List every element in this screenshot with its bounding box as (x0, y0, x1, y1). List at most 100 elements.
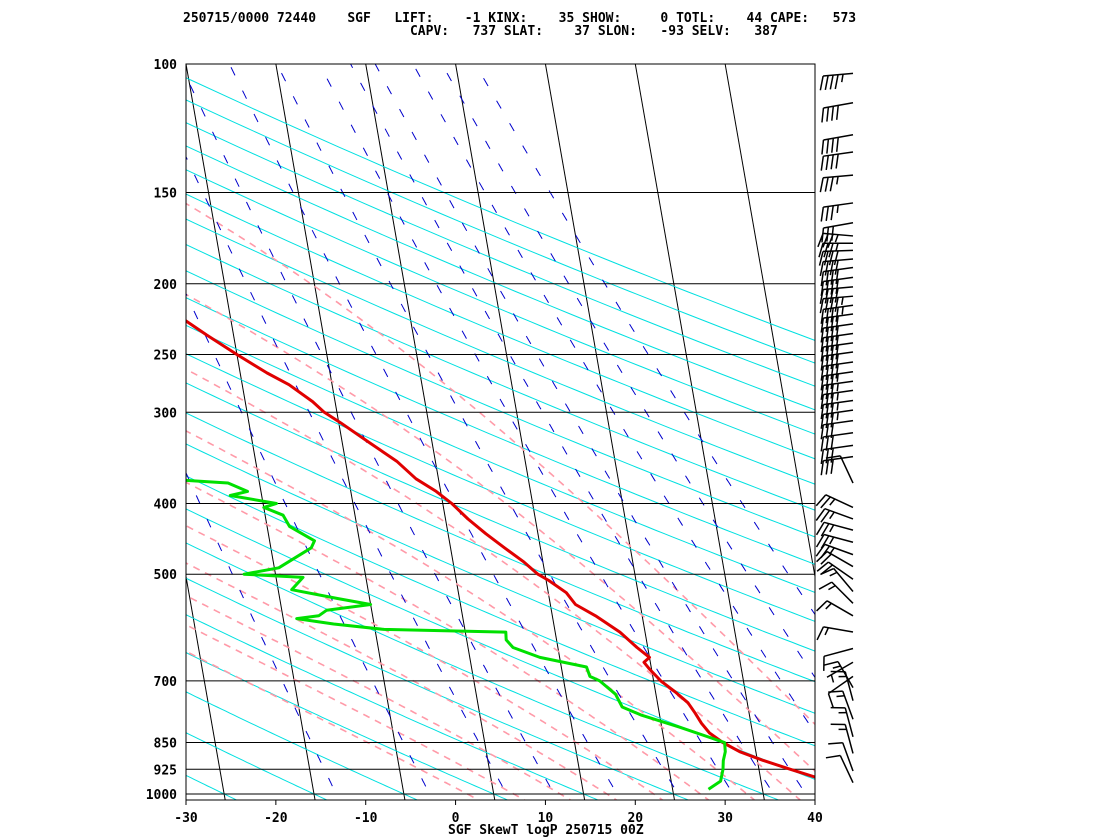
wind-barb (815, 508, 854, 523)
dry-adiabat-line (186, 614, 600, 800)
wind-barb-half-flag (835, 176, 839, 185)
pressure-tick-label: 300 (154, 406, 178, 421)
wind-barb-flag (816, 561, 829, 572)
wind-barb-flag (835, 307, 839, 322)
pressure-tick-label: 250 (154, 348, 178, 363)
wind-barb-flag (825, 346, 829, 361)
wind-barb (815, 494, 854, 509)
wind-barb (815, 533, 854, 549)
wind-barb (819, 258, 854, 277)
wind-barb (820, 409, 854, 429)
dry-adiabat-line (186, 382, 815, 652)
wind-barb-flag (835, 269, 839, 285)
isotherm-line (724, 64, 815, 580)
wind-barb-flag (823, 251, 829, 266)
mixing-ratio-line (474, 64, 815, 616)
temperature-tick-labels: -30 -20 -10 0 10 20 30 40 (174, 800, 823, 826)
wind-barb-flag (825, 375, 829, 390)
wind-barb-flag (835, 325, 839, 341)
wind-barb-flag (825, 384, 829, 400)
wind-barb-flag (835, 353, 839, 369)
wind-barb-flag (824, 298, 829, 313)
wind-barb-flag (824, 177, 829, 192)
wind-barb-half-flag (836, 695, 845, 698)
wind-barb (818, 581, 854, 604)
wind-barbs (815, 72, 854, 784)
wind-barb-flag (816, 600, 828, 612)
wind-barb-staff (825, 494, 854, 509)
wind-barb (819, 174, 854, 193)
dry-adiabat-line (186, 691, 419, 800)
wind-barb-flag (830, 154, 834, 170)
wind-barb-half-flag (836, 383, 839, 392)
header-line-2: CAPV: 737 SLAT: 37 SLON: -93 SELV: 387 (183, 24, 778, 39)
wind-barb (820, 332, 854, 353)
dry-adiabat-line (186, 324, 815, 593)
moist-adiabat-line (186, 429, 756, 800)
dry-adiabat-line (186, 443, 815, 714)
moist-adiabat-line (186, 524, 664, 800)
wind-barb-staff (823, 626, 854, 633)
wind-barb-half-flag (836, 412, 839, 421)
wind-barb (820, 371, 854, 391)
wind-barb-flag (830, 364, 834, 380)
background-grid (186, 64, 815, 800)
wind-barb-flag (828, 742, 843, 745)
wind-barb-flag (835, 279, 839, 294)
wind-barb-flag (831, 106, 835, 121)
dry-adiabat-line (186, 218, 815, 485)
pressure-tick-label: 500 (154, 568, 178, 583)
wind-barb-flag (820, 509, 831, 523)
wind-barb-half-flag (824, 627, 830, 636)
wind-barb-flag (830, 354, 834, 370)
wind-barb-flag (822, 233, 829, 248)
wind-barb-flag (820, 366, 825, 381)
wind-barb (828, 742, 854, 772)
wind-barb-flag (830, 435, 834, 451)
wind-barb-flag (818, 243, 824, 258)
wind-barb-flag (820, 424, 825, 440)
mixing-ratio-line (186, 155, 511, 800)
wind-barb-flag (831, 138, 835, 153)
dry-adiabat-line (186, 193, 815, 460)
wind-barb (830, 706, 854, 738)
wind-barb-half-flag (836, 402, 839, 411)
wind-barb (820, 351, 854, 371)
wind-barb-flag (825, 317, 829, 332)
wind-barb-flag (835, 344, 839, 360)
temperature-tick-label: 40 (807, 811, 823, 826)
wind-barb (825, 455, 854, 484)
wind-barb-flag (834, 288, 839, 303)
wind-barb-flag (819, 289, 824, 304)
wind-barb-flag (828, 250, 834, 266)
wind-barb-half-flag (835, 243, 839, 252)
wind-barb-flag (834, 297, 839, 312)
wind-barb-flag (817, 233, 824, 248)
wind-barb-flag (835, 137, 839, 152)
wind-barb-flag (819, 177, 824, 193)
moist-adiabat-line (186, 202, 815, 726)
wind-barb (830, 723, 854, 754)
wind-barb-flag (835, 315, 839, 331)
wind-barb (821, 134, 854, 155)
wind-barb-flag (820, 207, 825, 222)
isotherm-line (186, 64, 316, 800)
wind-barb-flag (820, 327, 825, 343)
wind-barb-staff (839, 755, 854, 784)
wind-barb-half-flag (829, 511, 835, 520)
wind-barb-flag (833, 250, 839, 266)
wind-barb (826, 661, 854, 683)
wind-barb (820, 323, 854, 343)
wind-barb (818, 249, 854, 266)
wind-barb-flag (830, 459, 834, 474)
wind-barb-flag (820, 436, 825, 452)
wind-barb (825, 754, 854, 784)
wind-barb-flag (834, 74, 839, 90)
dry-adiabat-line (186, 542, 780, 800)
mixing-ratio-line (186, 292, 434, 800)
dry-adiabat-line (186, 122, 815, 387)
mixing-ratio-line (186, 471, 340, 800)
temperature-profile-line (186, 319, 815, 779)
wind-barb-flag (827, 233, 834, 249)
wind-barb-half-flag (830, 674, 835, 683)
